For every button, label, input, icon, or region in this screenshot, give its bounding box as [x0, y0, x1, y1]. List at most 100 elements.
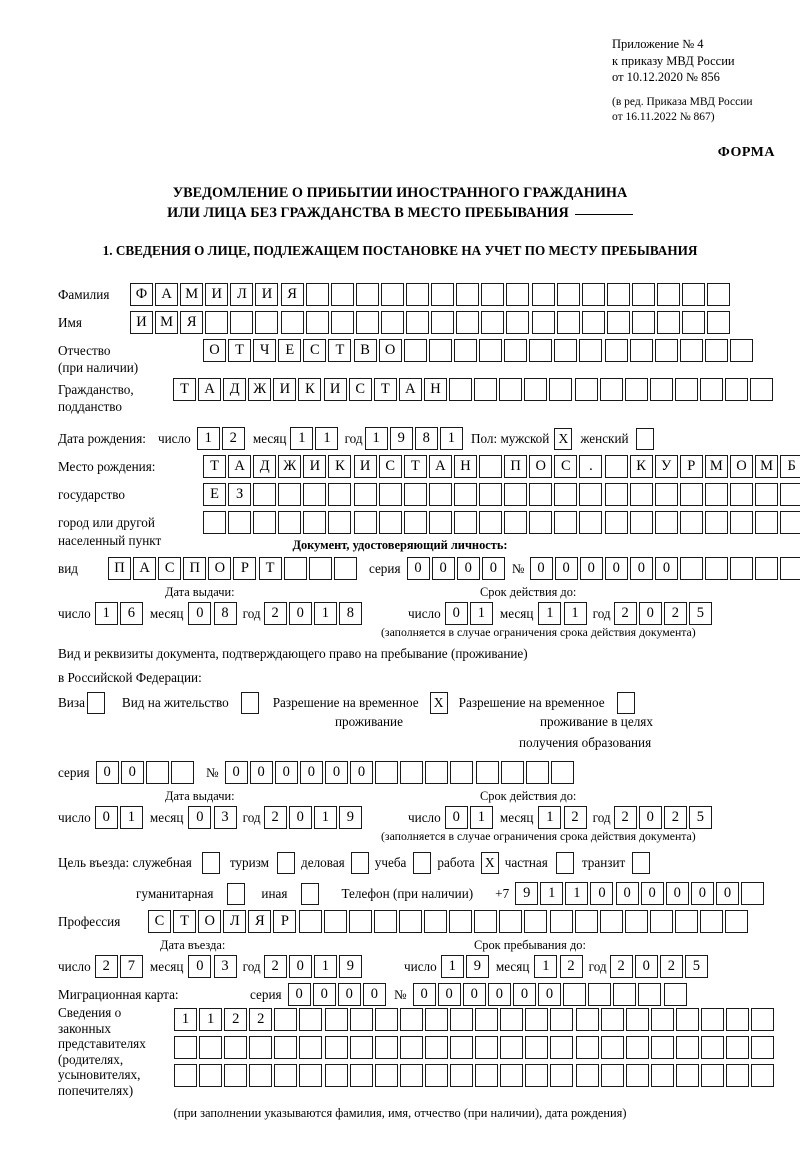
char-box[interactable] — [380, 283, 404, 306]
char-box[interactable] — [431, 311, 455, 334]
char-box[interactable] — [274, 1036, 298, 1059]
char-box[interactable]: М — [180, 283, 204, 306]
char-box[interactable] — [631, 283, 655, 306]
char-box[interactable] — [399, 1064, 423, 1087]
char-box[interactable] — [481, 283, 505, 306]
char-box[interactable]: Ч — [253, 339, 277, 362]
char-box[interactable] — [274, 1064, 298, 1087]
char-box[interactable] — [707, 283, 731, 306]
char-box[interactable] — [323, 910, 347, 933]
char-box[interactable] — [755, 511, 779, 534]
char-box[interactable] — [680, 557, 704, 580]
char-box[interactable]: 0 — [287, 983, 311, 1006]
char-box[interactable] — [499, 910, 523, 933]
char-box[interactable] — [330, 311, 354, 334]
char-box[interactable] — [575, 1064, 599, 1087]
char-box[interactable] — [525, 1036, 549, 1059]
char-box[interactable] — [398, 910, 422, 933]
char-box[interactable] — [650, 1036, 674, 1059]
char-box[interactable] — [355, 283, 379, 306]
char-box[interactable]: 0 — [481, 557, 505, 580]
char-box[interactable]: 2 — [609, 955, 633, 978]
char-box[interactable] — [574, 910, 598, 933]
char-box[interactable]: 1 — [364, 427, 388, 450]
char-box[interactable] — [399, 1036, 423, 1059]
char-box[interactable] — [399, 1008, 423, 1031]
char-box[interactable]: 0 — [640, 882, 664, 905]
char-box[interactable]: 0 — [324, 761, 348, 784]
char-box[interactable] — [450, 1064, 474, 1087]
char-box[interactable]: 0 — [188, 955, 212, 978]
char-box[interactable]: 1 — [94, 602, 118, 625]
char-box[interactable] — [474, 910, 498, 933]
char-box[interactable] — [579, 511, 603, 534]
char-box[interactable]: 3 — [213, 955, 237, 978]
char-box[interactable]: Т — [203, 455, 226, 478]
char-box[interactable]: 0 — [665, 882, 689, 905]
char-box[interactable] — [349, 1064, 373, 1087]
char-box[interactable] — [531, 283, 555, 306]
char-box[interactable] — [725, 378, 749, 401]
char-box[interactable] — [625, 1008, 649, 1031]
char-box[interactable] — [556, 283, 580, 306]
char-box[interactable]: И — [205, 283, 229, 306]
char-box[interactable]: 0 — [437, 983, 461, 1006]
char-box[interactable] — [428, 483, 452, 506]
char-box[interactable]: Б — [780, 455, 800, 478]
representatives-row-2-input[interactable] — [174, 1036, 776, 1059]
char-box[interactable] — [674, 378, 698, 401]
char-box[interactable] — [456, 311, 480, 334]
char-box[interactable] — [624, 910, 648, 933]
purpose-humanitarian-checkbox[interactable] — [227, 882, 246, 905]
char-box[interactable] — [349, 1036, 373, 1059]
char-box[interactable] — [479, 483, 503, 506]
char-box[interactable]: 1 — [174, 1008, 197, 1031]
char-box[interactable]: 0 — [431, 557, 455, 580]
char-box[interactable] — [228, 511, 252, 534]
char-box[interactable]: О — [203, 339, 226, 362]
char-box[interactable]: С — [148, 910, 171, 933]
char-box[interactable] — [475, 1064, 499, 1087]
char-box[interactable]: 2 — [221, 427, 245, 450]
char-box[interactable]: 2 — [559, 955, 583, 978]
char-box[interactable]: К — [298, 378, 322, 401]
char-box[interactable] — [205, 311, 229, 334]
char-box[interactable] — [475, 761, 499, 784]
char-box[interactable]: 2 — [94, 955, 118, 978]
char-box[interactable]: 0 — [512, 983, 536, 1006]
char-box[interactable] — [649, 378, 673, 401]
char-box[interactable]: Т — [258, 557, 282, 580]
char-box[interactable]: Р — [273, 910, 297, 933]
char-box[interactable]: 1 — [290, 427, 314, 450]
char-box[interactable] — [230, 311, 254, 334]
char-box[interactable]: И — [273, 378, 297, 401]
char-box[interactable] — [280, 311, 304, 334]
char-box[interactable]: 3 — [213, 806, 237, 829]
char-box[interactable] — [663, 983, 687, 1006]
char-box[interactable]: 1 — [313, 955, 337, 978]
purpose-study-checkbox[interactable] — [413, 852, 432, 874]
char-box[interactable] — [579, 483, 603, 506]
char-box[interactable] — [303, 483, 327, 506]
char-box[interactable]: 0 — [538, 983, 562, 1006]
char-box[interactable]: И — [323, 378, 347, 401]
char-box[interactable] — [599, 378, 623, 401]
char-box[interactable] — [656, 283, 680, 306]
char-box[interactable] — [500, 761, 524, 784]
char-box[interactable] — [729, 339, 753, 362]
char-box[interactable] — [481, 311, 505, 334]
char-box[interactable]: 0 — [638, 806, 662, 829]
char-box[interactable] — [638, 983, 662, 1006]
char-box[interactable]: 0 — [288, 955, 312, 978]
char-box[interactable]: О — [198, 910, 222, 933]
char-box[interactable] — [700, 910, 724, 933]
char-box[interactable]: 0 — [362, 983, 386, 1006]
